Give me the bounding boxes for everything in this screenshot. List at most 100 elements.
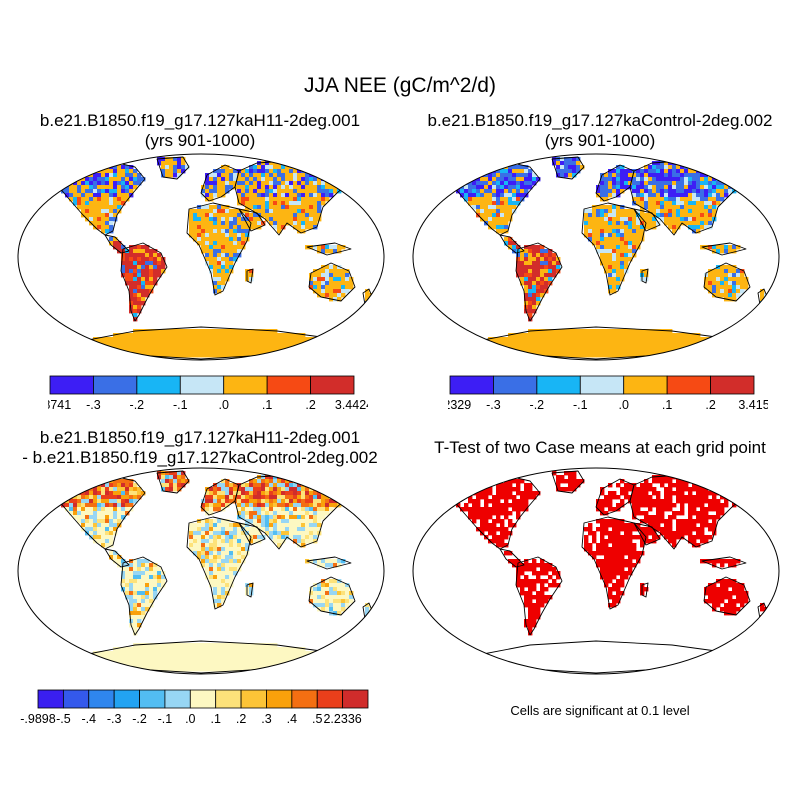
colorbar-label: .0 <box>618 398 628 412</box>
colorbar-swatch <box>37 689 64 709</box>
significance-note: Cells are significant at 0.1 level <box>510 703 690 718</box>
coastline-antarctica <box>477 640 717 674</box>
panel-4-title: T-Test of two Case means at each grid po… <box>400 438 800 458</box>
colorbar-label: .1 <box>662 398 672 412</box>
coastline-africa <box>186 202 252 296</box>
colorbar-swatch <box>93 375 138 395</box>
coastline-australia <box>308 262 356 302</box>
coastline-madagascar <box>641 582 649 598</box>
colorbar-swatch <box>266 375 311 395</box>
colorbar-label: .2 <box>305 398 315 412</box>
colorbar-label: .2 <box>236 712 246 726</box>
colorbar-label: 2.2336 <box>323 712 361 726</box>
colorbar-swatch <box>666 375 711 395</box>
coastline-arabia <box>238 208 266 232</box>
coastline-greenland <box>156 156 190 180</box>
colorbar-swatch <box>623 375 668 395</box>
coastline-south-america <box>515 242 563 322</box>
colorbar-swatch <box>310 375 355 395</box>
panel-1-title: b.e21.B1850.f19_g17.127kaH11-2deg.001 (y… <box>0 111 400 151</box>
coastline-madagascar <box>246 582 254 598</box>
colorbar-swatch <box>536 375 581 395</box>
colorbar-swatch <box>113 689 140 709</box>
coastline-arabia <box>238 522 266 546</box>
coastline-greenland <box>551 156 585 180</box>
colorbar-swatch <box>316 689 344 709</box>
colorbar-label: -.1 <box>573 398 588 412</box>
map-frame <box>17 153 385 361</box>
panel-2-title: b.e21.B1850.f19_g17.127kaControl-2deg.00… <box>400 111 800 151</box>
panel-3-title-line-1: b.e21.B1850.f19_g17.127kaH11-2deg.001 <box>39 428 361 447</box>
colorbar-label: -.2 <box>130 398 145 412</box>
colorbar-label: -.1 <box>158 712 173 726</box>
map-panel-2 <box>412 153 780 361</box>
colorbar-label: .0 <box>218 398 228 412</box>
panel-2-title-line-2: (yrs 901-1000) <box>544 131 656 150</box>
coastline-arabia <box>633 208 661 232</box>
colorbar-swatch <box>164 689 191 709</box>
coastline-south-america <box>120 242 168 322</box>
coastline-central-america <box>499 234 525 254</box>
panel-3-title: b.e21.B1850.f19_g17.127kaH11-2deg.001 - … <box>0 428 400 468</box>
coastline-central-america <box>104 234 130 254</box>
coastline-indonesia <box>306 556 352 570</box>
colorbar-label: .5 <box>312 712 322 726</box>
coastline-australia <box>308 576 356 616</box>
coastline-greenland <box>551 470 585 494</box>
coastline-indonesia <box>701 556 747 570</box>
colorbar-swatch <box>189 689 217 709</box>
colorbar-label: -1.8741 <box>48 398 71 412</box>
colorbar-label: -.3 <box>86 398 101 412</box>
colorbar-label: -.3 <box>486 398 501 412</box>
colorbar-swatch <box>291 689 318 709</box>
colorbar-swatch <box>139 689 166 709</box>
colorbar-swatch <box>449 375 494 395</box>
colorbar-label: -.9898 <box>20 712 55 726</box>
map-frame <box>412 153 780 361</box>
map-panel-3-difference <box>17 467 385 675</box>
colorbar-label: .0 <box>185 712 195 726</box>
map-frame <box>17 467 385 675</box>
colorbar-label: .2 <box>705 398 715 412</box>
colorbar-label: -.1 <box>173 398 188 412</box>
panel-1-title-line-2: (yrs 901-1000) <box>144 131 256 150</box>
colorbar-swatch <box>62 689 90 709</box>
colorbar-label: .3 <box>261 712 271 726</box>
colorbar-swatch <box>342 689 369 709</box>
colorbar-panel-1: -1.8741 -.3 -.2 -.1 .0 .1 .2 3.4424 <box>48 375 368 412</box>
main-title: JJA NEE (gC/m^2/d) <box>304 74 496 97</box>
colorbar-label: 3.415 <box>738 398 768 412</box>
colorbar-swatch <box>493 375 538 395</box>
panel-1-title-line-1: b.e21.B1850.f19_g17.127kaH11-2deg.001 <box>39 111 361 130</box>
coastline-indonesia <box>306 242 352 256</box>
panel-3-title-line-2: - b.e21.B1850.f19_g17.127kaControl-2deg.… <box>22 448 378 467</box>
colorbar-label: -.4 <box>81 712 96 726</box>
colorbar-swatch <box>579 375 625 395</box>
map-frame <box>412 467 780 675</box>
colorbar-label: -.2 <box>530 398 545 412</box>
colorbar-swatch <box>266 689 293 709</box>
colorbar-swatch <box>179 375 225 395</box>
colorbar-panel-3: -.9898 -.5 -.4 -.3 -.2 -.1 .0 .1 .2 .3 .4 .5 2.2336 <box>20 689 369 726</box>
colorbar-swatch <box>223 375 268 395</box>
colorbar-label: -.3 <box>107 712 122 726</box>
colorbar-swatch <box>88 689 115 709</box>
coastline-madagascar <box>641 268 649 284</box>
colorbar-swatch <box>710 375 755 395</box>
colorbar-swatch <box>136 375 181 395</box>
colorbar-label: -.5 <box>56 712 71 726</box>
map-panel-4-significance <box>412 467 780 675</box>
coastline-greenland <box>156 470 190 494</box>
coastline-australia <box>703 576 751 616</box>
coastline-africa <box>186 516 252 610</box>
coastline-australia <box>703 262 751 302</box>
coastline-indonesia <box>701 242 747 256</box>
colorbar-label: .1 <box>262 398 272 412</box>
map-panel-1 <box>17 153 385 361</box>
colorbar-label: .1 <box>210 712 220 726</box>
panel-2-title-line-1: b.e21.B1850.f19_g17.127kaControl-2deg.00… <box>427 111 773 130</box>
coastline-south-america <box>515 556 563 636</box>
coastline-central-america <box>104 548 130 568</box>
